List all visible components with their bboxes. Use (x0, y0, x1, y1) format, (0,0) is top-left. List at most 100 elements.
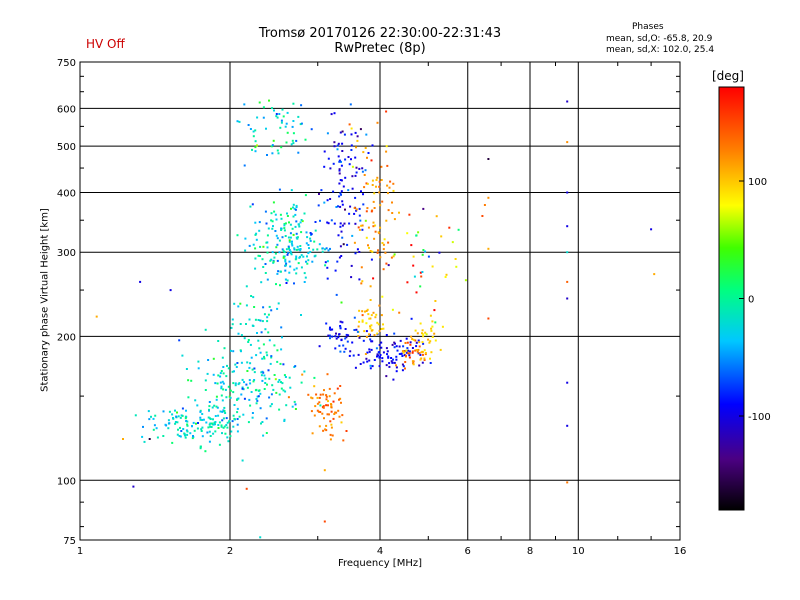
data-point (219, 372, 222, 375)
data-point (186, 430, 189, 433)
data-point (423, 357, 426, 360)
data-point (379, 256, 382, 259)
data-point (278, 239, 281, 242)
data-point (451, 241, 454, 244)
data-point (184, 417, 187, 420)
data-point (179, 426, 181, 429)
data-point (186, 424, 189, 427)
data-point (297, 115, 300, 118)
data-point (199, 445, 202, 448)
data-point (433, 309, 436, 312)
data-point (315, 393, 318, 396)
data-point (361, 167, 364, 170)
data-point (348, 212, 351, 215)
data-point (348, 163, 351, 166)
data-point (281, 336, 283, 339)
data-point (287, 236, 290, 239)
axis-layer: 1 2 4 6 8 10 16 75 100 200 300 400 500 600 750 (57, 58, 686, 557)
data-point (388, 365, 391, 368)
data-point (269, 259, 272, 262)
data-point (156, 436, 159, 439)
data-point (206, 372, 209, 375)
data-point (279, 213, 282, 216)
data-point (199, 418, 202, 421)
data-point (324, 264, 327, 267)
data-point (408, 213, 411, 216)
data-point (208, 405, 211, 408)
data-point (267, 227, 270, 230)
data-point (215, 398, 218, 401)
data-point (421, 253, 424, 256)
data-point (212, 432, 215, 435)
data-point (434, 300, 437, 302)
data-point (204, 328, 207, 331)
data-point (395, 364, 397, 367)
data-point (143, 440, 146, 443)
data-point (418, 352, 421, 355)
data-point (272, 388, 275, 391)
data-point (318, 425, 321, 428)
data-point (332, 400, 335, 403)
data-point (353, 329, 356, 331)
data-point (415, 341, 418, 344)
data-point (354, 222, 357, 225)
data-point (254, 140, 257, 143)
data-point (292, 142, 295, 145)
data-point (330, 219, 333, 222)
data-point (368, 350, 371, 353)
data-point (364, 219, 367, 222)
data-point (261, 379, 264, 382)
data-point (376, 332, 379, 335)
data-point (391, 201, 393, 204)
data-point (350, 264, 353, 267)
data-point (295, 257, 298, 260)
data-point (223, 406, 226, 409)
data-point (366, 351, 369, 354)
data-point (401, 350, 404, 353)
data-point (300, 231, 303, 234)
data-point (262, 306, 265, 309)
data-point (304, 138, 307, 141)
data-point (328, 334, 331, 337)
data-point (305, 242, 308, 245)
data-point (331, 328, 334, 331)
data-point (338, 172, 341, 175)
data-point (361, 170, 364, 173)
data-point (339, 320, 342, 323)
data-point (293, 247, 296, 250)
data-point (387, 356, 390, 359)
data-point (243, 397, 246, 400)
data-point (415, 234, 418, 237)
data-point (221, 410, 224, 413)
data-point (314, 405, 317, 408)
data-point (361, 320, 364, 323)
data-point (274, 252, 277, 255)
data-point (297, 248, 300, 251)
data-point (380, 346, 383, 349)
data-point (338, 256, 341, 259)
data-point (342, 344, 345, 347)
data-point (330, 113, 333, 116)
data-point (364, 169, 367, 172)
data-point (207, 359, 210, 361)
data-point (417, 348, 420, 351)
data-point (246, 361, 249, 364)
data-point (419, 285, 422, 288)
data-point (335, 337, 338, 340)
data-point (284, 269, 287, 272)
data-point (286, 253, 289, 256)
data-point (318, 193, 320, 195)
data-point (243, 337, 246, 340)
data-point (262, 434, 265, 437)
data-point (212, 418, 214, 421)
data-point (566, 251, 569, 254)
data-point (209, 425, 212, 428)
data-point (391, 361, 394, 364)
data-point (208, 408, 210, 411)
data-point (338, 415, 341, 418)
phases-x-stats: mean, sd,X: 102.0, 25.4 (606, 45, 715, 55)
data-point (329, 167, 332, 170)
data-point (277, 380, 280, 383)
data-point (197, 367, 200, 370)
data-point (234, 363, 237, 366)
